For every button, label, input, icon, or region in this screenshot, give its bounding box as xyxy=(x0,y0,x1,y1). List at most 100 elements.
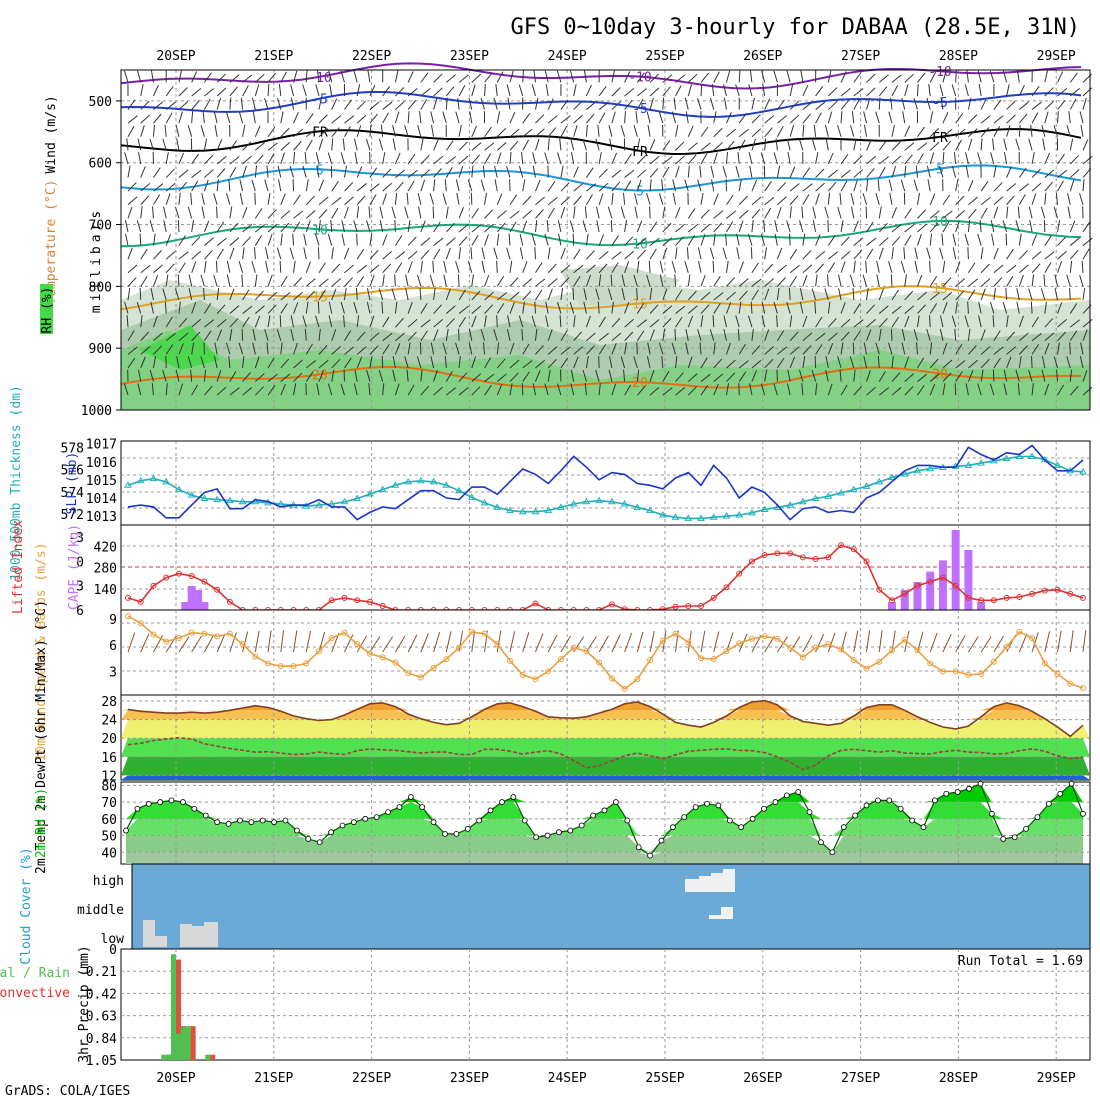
upper-wind-barb xyxy=(917,291,927,301)
upper-wind-barb xyxy=(395,87,405,97)
date-label-top: 21SEP xyxy=(254,49,293,64)
precip-total-bar xyxy=(185,1026,191,1060)
wind-barb xyxy=(191,635,202,653)
upper-wind-barb xyxy=(684,261,689,273)
upper-wind-barb xyxy=(522,371,530,382)
wind-barb xyxy=(433,632,441,653)
upper-wind-barb xyxy=(394,274,396,287)
upper-wind-barb xyxy=(177,274,180,287)
upper-wind-barb xyxy=(535,278,546,287)
upper-wind-barb xyxy=(1006,166,1012,178)
upper-wind-barb xyxy=(573,248,581,260)
upper-wind-barb xyxy=(557,152,562,165)
upper-wind-barb xyxy=(255,305,265,314)
upper-wind-barb xyxy=(675,165,680,178)
upper-wind-barb xyxy=(598,152,602,165)
upper-wind-barb xyxy=(369,250,379,260)
upper-y-tick-label: 1000 xyxy=(81,404,112,419)
upper-wind-barb xyxy=(420,138,424,151)
upper-wind-barb xyxy=(493,329,498,341)
upper-wind-barb xyxy=(340,383,345,396)
upper-wind-barb xyxy=(267,83,270,96)
upper-wind-barb xyxy=(471,224,482,233)
upper-wind-barb xyxy=(726,221,734,233)
upper-wind-barb xyxy=(290,97,295,110)
upper-wind-barb xyxy=(726,372,736,382)
upper-wind-barb xyxy=(636,342,638,355)
upper-wind-barb xyxy=(305,261,311,273)
upper-wind-barb xyxy=(191,169,202,178)
upper-wind-barb xyxy=(560,277,570,287)
lifted-index-marker xyxy=(761,551,768,558)
thickness-marker xyxy=(544,506,553,514)
wind-speed-marker xyxy=(978,670,985,677)
upper-wind-barb xyxy=(929,222,939,233)
rh-marker xyxy=(271,819,278,826)
upper-wind-barb xyxy=(726,210,737,219)
upper-wind-barb xyxy=(713,276,721,287)
upper-wind-barb xyxy=(573,183,584,192)
upper-wind-barb xyxy=(825,138,829,151)
lifted-index-marker xyxy=(366,598,373,605)
upper-wind-barb xyxy=(140,206,143,219)
upper-wind-barb xyxy=(853,72,862,83)
upper-wind-barb xyxy=(163,206,167,219)
upper-wind-barb xyxy=(671,261,677,273)
upper-wind-barb xyxy=(456,192,460,205)
upper-wind-barb xyxy=(356,287,358,300)
thickness-axis-label: 1000-500mb Thickness (dm) xyxy=(9,385,24,581)
upper-ylabel: Temperature (°C)Wind (m/s) xyxy=(44,95,59,305)
upper-wind-barb xyxy=(700,83,703,96)
upper-wind-barb xyxy=(736,247,740,260)
upper-wind-barb xyxy=(951,165,957,178)
upper-wind-barb xyxy=(178,101,189,110)
upper-wind-barb xyxy=(980,278,991,287)
upper-wind-barb xyxy=(789,356,796,369)
upper-wind-barb xyxy=(811,288,817,301)
upper-wind-barb xyxy=(522,290,532,301)
rh-marker xyxy=(601,807,608,814)
upper-wind-barb xyxy=(242,223,253,233)
upper-wind-barb xyxy=(317,301,320,314)
upper-wind-barb xyxy=(967,370,974,382)
upper-wind-barb xyxy=(573,114,583,124)
upper-wind-barb xyxy=(546,219,549,233)
rh-marker xyxy=(909,817,916,824)
upper-wind-barb xyxy=(395,181,404,192)
upper-wind-barb xyxy=(140,100,150,110)
upper-wind-barb xyxy=(634,206,638,219)
lifted-index-marker xyxy=(965,594,972,601)
upper-wind-barb xyxy=(216,73,227,83)
upper-wind-barb xyxy=(356,166,363,178)
upper-wind-barb xyxy=(786,220,791,233)
upper-wind-barb xyxy=(789,206,792,219)
wind-barb xyxy=(636,631,644,653)
upper-wind-barb xyxy=(993,346,1004,355)
upper-wind-barb xyxy=(1019,101,1029,110)
upper-wind-barb xyxy=(1053,356,1059,369)
date-label-top: 26SEP xyxy=(743,49,782,64)
upper-wind-barb xyxy=(878,318,888,328)
lifted-index-marker xyxy=(723,584,730,591)
upper-wind-barb xyxy=(674,328,677,341)
upper-wind-barb xyxy=(293,383,297,396)
upper-wind-barb xyxy=(764,181,772,192)
cloud-label-low: low xyxy=(101,932,125,947)
upper-wind-barb xyxy=(1066,125,1071,137)
rh-marker xyxy=(362,815,369,822)
upper-wind-barb xyxy=(444,179,447,192)
upper-wind-barb xyxy=(484,384,492,396)
upper-wind-barb xyxy=(420,88,431,97)
upper-wind-barb xyxy=(1057,180,1064,192)
upper-wind-barb xyxy=(203,369,207,382)
upper-wind-barb xyxy=(789,84,794,97)
thickness-marker xyxy=(748,508,756,516)
upper-wind-barb xyxy=(904,142,915,151)
upper-wind-barb xyxy=(395,101,405,110)
upper-wind-barb xyxy=(382,101,393,110)
upper-wind-barb xyxy=(140,183,151,192)
upper-wind-barb xyxy=(1082,221,1091,233)
wind-speed-marker xyxy=(214,633,221,640)
upper-wind-barb xyxy=(687,84,693,97)
upper-wind-barb xyxy=(1044,192,1047,205)
